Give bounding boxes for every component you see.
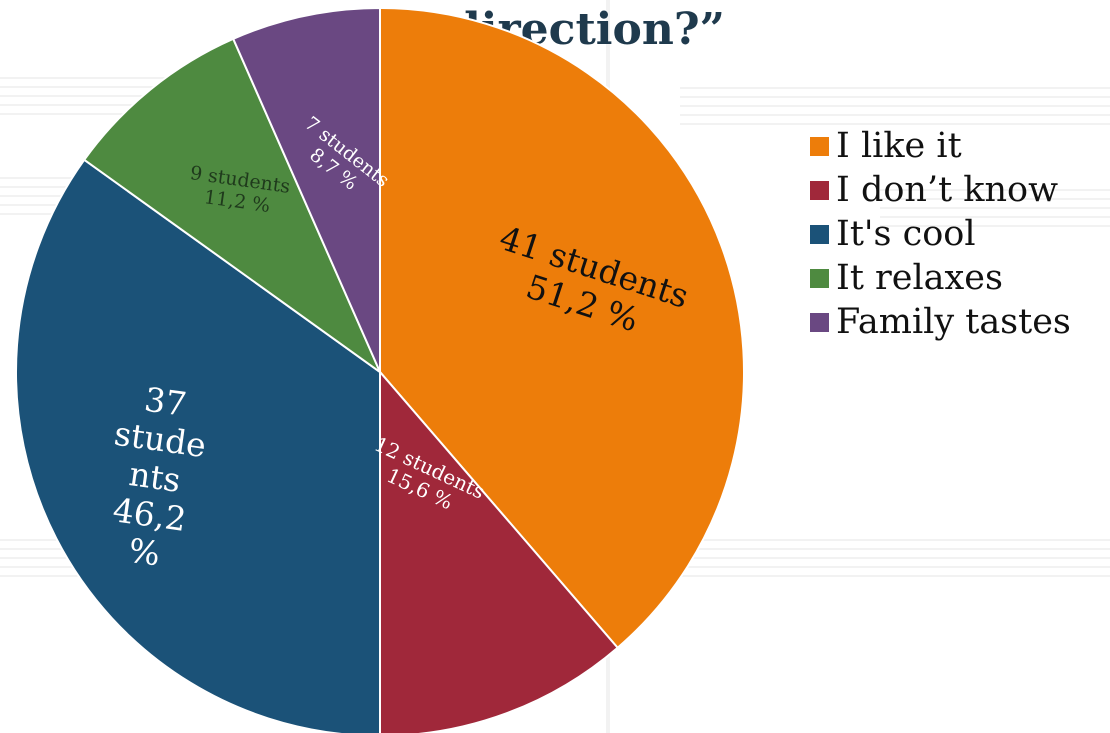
legend-label-5: Family tastes [836, 302, 1071, 342]
legend-item-2: I don’t know [810, 168, 1071, 212]
legend-label-2: I don’t know [836, 170, 1059, 210]
slice-label-4: 9 students11,2 % [186, 162, 292, 219]
legend-swatch-1 [810, 136, 829, 156]
legend-label-4: It relaxes [836, 258, 1003, 298]
legend-item-1: I like it [810, 124, 1071, 168]
legend-swatch-5 [810, 312, 829, 332]
pie-slice-5 [231, 6, 381, 373]
legend: I like it I don’t know It's cool It relaxes… [810, 124, 1071, 344]
legend-label-1: I like it [836, 126, 962, 166]
legend-swatch-2 [810, 180, 829, 200]
legend-swatch-3 [810, 224, 829, 244]
legend-item-4: It relaxes [810, 256, 1071, 300]
legend-swatch-4 [810, 268, 829, 288]
legend-item-3: It's cool [810, 212, 1071, 256]
pie-slice-3 [15, 158, 381, 733]
legend-label-3: It's cool [836, 214, 976, 254]
pie-slice-4 [82, 37, 383, 375]
legend-item-5: Family tastes [810, 300, 1071, 344]
pie-slice-1 [379, 6, 745, 650]
pie-slice-2 [379, 369, 620, 733]
